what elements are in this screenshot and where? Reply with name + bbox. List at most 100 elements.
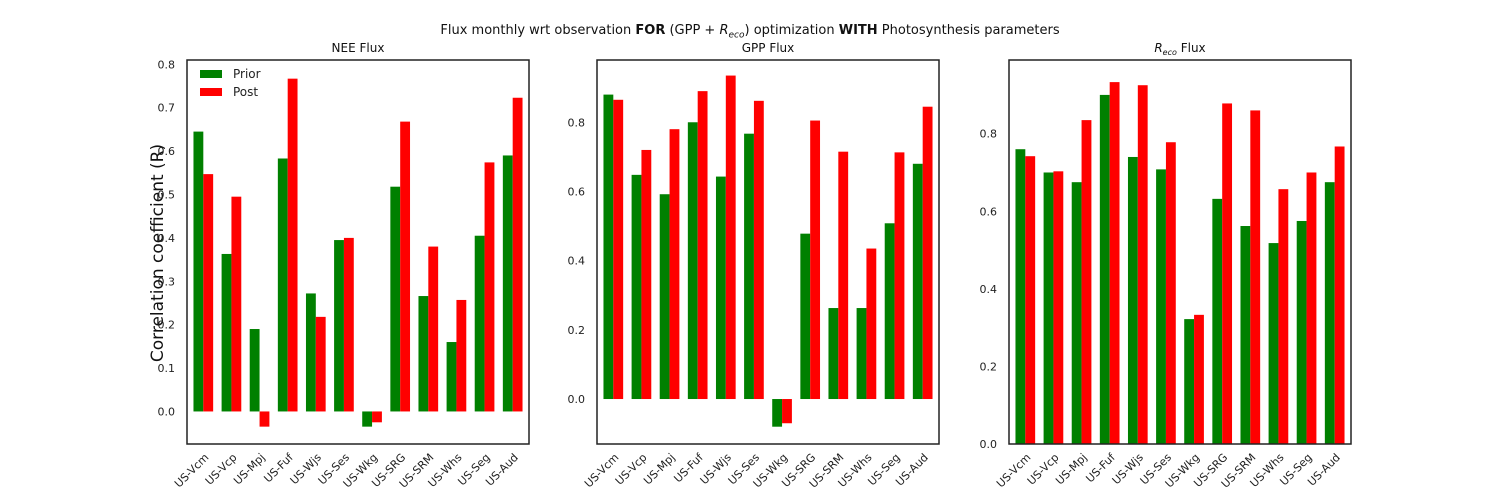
- y-tick-label: 0.6: [568, 185, 586, 198]
- x-tick-label: US-Mpj: [231, 451, 267, 487]
- figure-title: Flux monthly wrt observation FOR (GPP + …: [440, 23, 1060, 41]
- bar-prior-us-srm: [828, 308, 839, 400]
- y-tick-label: 0.4: [568, 255, 586, 268]
- y-tick-label: 0.7: [158, 102, 176, 115]
- bar-prior-us-wjs: [305, 293, 316, 412]
- x-tick-label: US-Mpj: [641, 451, 677, 487]
- bar-post-us-vcm: [613, 99, 624, 400]
- bar-post-us-aud: [512, 97, 523, 412]
- legend-swatch-prior: [200, 70, 222, 78]
- bar-post-us-srg: [400, 121, 411, 412]
- y-tick-label: 0.2: [568, 324, 586, 337]
- bar-post-us-vcp: [641, 149, 652, 400]
- bar-post-us-mpj: [1081, 120, 1092, 444]
- bar-post-us-aud: [922, 106, 933, 400]
- bar-prior-us-fuf: [277, 158, 288, 412]
- bar-prior-us-srg: [390, 186, 401, 412]
- bar-post-us-whs: [1278, 189, 1289, 444]
- bar-prior-us-seg: [884, 223, 895, 400]
- bar-prior-us-fuf: [1099, 94, 1110, 444]
- panel-frame: [596, 59, 940, 445]
- bar-post-us-vcm: [1025, 156, 1036, 444]
- bar-post-us-wjs: [1137, 85, 1148, 444]
- bar-post-us-mpj: [259, 411, 270, 427]
- bar-post-us-wkg: [1194, 314, 1204, 444]
- y-tick-label: 0.2: [980, 360, 998, 373]
- bar-prior-us-vcp: [221, 253, 232, 412]
- y-tick-label: 0.2: [158, 319, 176, 332]
- bar-prior-us-srm: [1240, 226, 1251, 444]
- panel-title: Reco Flux: [1154, 41, 1205, 57]
- y-tick-label: 0.6: [158, 145, 176, 158]
- bar-prior-us-fuf: [687, 122, 698, 400]
- y-tick-label: 0.0: [980, 438, 998, 451]
- bar-post-us-whs: [456, 299, 467, 412]
- x-tick-label: US-Vcm: [994, 451, 1033, 490]
- panel-3: Reco Flux0.00.20.40.60.8US-VcmUS-VcpUS-M…: [980, 41, 1352, 491]
- y-tick-label: 0.4: [158, 232, 176, 245]
- bar-prior-us-ses: [334, 240, 344, 412]
- bar-prior-us-vcp: [1043, 172, 1054, 444]
- legend-swatch-post: [200, 88, 222, 96]
- x-tick-label: US-Vcm: [172, 451, 211, 490]
- bar-prior-us-srg: [1212, 198, 1223, 444]
- bar-prior-us-vcm: [603, 94, 614, 400]
- panel-title: NEE Flux: [332, 41, 385, 55]
- bar-post-us-wjs: [315, 316, 326, 412]
- y-tick-label: 0.0: [568, 393, 586, 406]
- bar-prior-us-vcp: [631, 174, 642, 400]
- bar-prior-us-vcm: [1015, 149, 1026, 444]
- bar-post-us-vcp: [231, 196, 242, 412]
- y-tick-label: 0.3: [158, 275, 176, 288]
- bar-post-us-srm: [1250, 110, 1261, 444]
- bar-prior-us-mpj: [659, 194, 670, 400]
- y-tick-label: 0.6: [980, 205, 998, 218]
- bar-prior-us-ses: [1156, 169, 1166, 444]
- panel-title: GPP Flux: [742, 41, 795, 55]
- bar-prior-us-srm: [418, 296, 429, 412]
- x-tick-label: US-Vcm: [582, 451, 621, 490]
- panel-frame: [186, 59, 530, 445]
- y-tick-label: 0.8: [158, 58, 176, 71]
- panel-2: GPP Flux0.00.20.40.60.8US-VcmUS-VcpUS-Mp…: [568, 41, 940, 491]
- bar-post-us-wkg: [372, 411, 382, 423]
- bar-post-us-whs: [866, 248, 877, 400]
- y-tick-label: 0.1: [158, 362, 176, 375]
- y-tick-label: 0.0: [158, 405, 176, 418]
- bar-prior-us-wkg: [362, 411, 373, 427]
- bar-prior-us-whs: [446, 342, 457, 412]
- y-tick-label: 0.4: [980, 283, 998, 296]
- bar-post-us-seg: [484, 162, 495, 412]
- bar-prior-us-wjs: [715, 176, 726, 400]
- y-tick-label: 0.5: [158, 189, 176, 202]
- panel-1: NEE Flux 0.0 0.1 0.2 0.3 0.4 0.5 0.6 0.7 0.8 US-Vc…: [158, 41, 530, 491]
- y-tick-label: 0.8: [568, 116, 586, 129]
- bar-prior-us-mpj: [249, 329, 260, 412]
- bar-prior-us-ses: [744, 133, 754, 400]
- bar-post-us-wkg: [782, 399, 792, 424]
- x-tick-label: US-Mpj: [1053, 451, 1089, 487]
- bar-prior-us-wkg: [1184, 319, 1195, 444]
- bar-prior-us-seg: [474, 235, 485, 412]
- bar-post-us-srg: [810, 120, 821, 400]
- bar-post-us-vcp: [1053, 171, 1064, 444]
- bar-prior-us-vcm: [193, 131, 204, 412]
- bar-prior-us-aud: [502, 155, 513, 412]
- bar-prior-us-whs: [856, 308, 867, 400]
- bar-post-us-ses: [343, 237, 354, 412]
- bar-prior-us-wjs: [1127, 156, 1138, 444]
- bar-prior-us-whs: [1268, 243, 1279, 444]
- bar-post-us-aud: [1334, 146, 1345, 445]
- bar-post-us-fuf: [287, 78, 298, 412]
- bar-post-us-ses: [753, 100, 764, 400]
- bar-post-us-wjs: [725, 75, 736, 400]
- bar-post-us-seg: [1306, 172, 1317, 444]
- legend-label-prior: Prior: [233, 67, 261, 81]
- legend-label-post: Post: [233, 85, 258, 99]
- bar-prior-us-srg: [800, 233, 811, 400]
- bar-prior-us-wkg: [772, 399, 783, 427]
- bar-post-us-srg: [1222, 103, 1233, 445]
- legend: Prior Post: [200, 67, 261, 99]
